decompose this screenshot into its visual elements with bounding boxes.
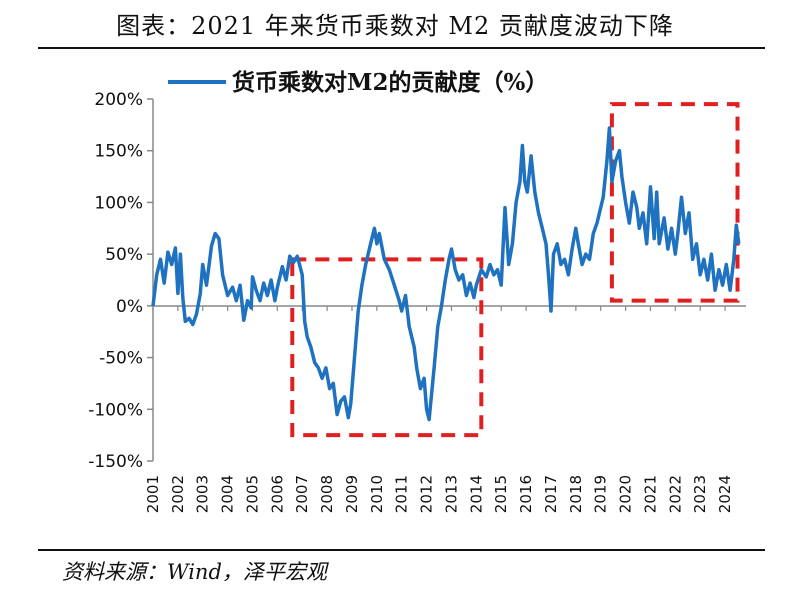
bottom-rule [38,549,765,551]
highlight-box [290,257,484,438]
legend-label: 货币乘数对M2的贡献度（%） [232,69,548,96]
chart-title: 图表：2021 年来货币乘数对 M2 贡献度波动下降 [116,12,674,40]
top-rule [38,47,765,49]
y-ticks: 200% 150% 100% 50% 0% -50% -100% -150% [88,90,153,472]
x-tick-label: 2012 [418,475,436,513]
x-tick-label: 2013 [442,475,460,513]
x-tick-label: 2005 [243,475,261,513]
legend: 货币乘数对M2的贡献度（%） [168,69,548,96]
y-tick-label: -100% [88,400,143,420]
x-tick-label: 2024 [716,475,734,513]
highlight-boxes [290,102,740,438]
x-tick-label: 2004 [219,475,237,513]
x-tick-label: 2002 [169,475,187,513]
x-tick-label: 2016 [517,475,535,513]
y-tick-label: 50% [105,245,143,265]
x-tick-label: 2023 [691,475,709,513]
source-note: 资料来源：Wind，泽平宏观 [62,560,327,584]
x-tick-label: 2015 [492,475,510,513]
y-tick-label: -50% [99,349,143,369]
x-tick-label: 2003 [194,475,212,513]
y-tick-label: 150% [94,142,143,162]
x-tick-label: 2007 [293,475,311,513]
y-tick-label: 100% [94,193,143,213]
x-tick-label: 2022 [666,475,684,513]
x-tick-label: 2001 [144,475,162,513]
x-tick-label: 2014 [467,475,485,513]
y-tick-label: -150% [88,452,143,472]
y-tick-label: 200% [94,90,143,110]
x-tick-label: 2010 [368,475,386,513]
x-tick-label: 2018 [567,475,585,513]
x-tick-label: 2021 [641,475,659,513]
x-tick-label: 2011 [393,475,411,513]
x-ticks: 2001 2002 2003 2004 2005 2006 2007 2008 2009 2010… [144,306,734,513]
x-tick-label: 2017 [542,475,560,513]
x-tick-label: 2009 [343,475,361,513]
x-tick-label: 2020 [617,475,635,513]
x-tick-label: 2008 [318,475,336,513]
x-tick-label: 2006 [268,475,286,513]
x-tick-label: 2019 [592,475,610,513]
series-line [151,126,741,422]
y-tick-label: 0% [116,297,143,317]
